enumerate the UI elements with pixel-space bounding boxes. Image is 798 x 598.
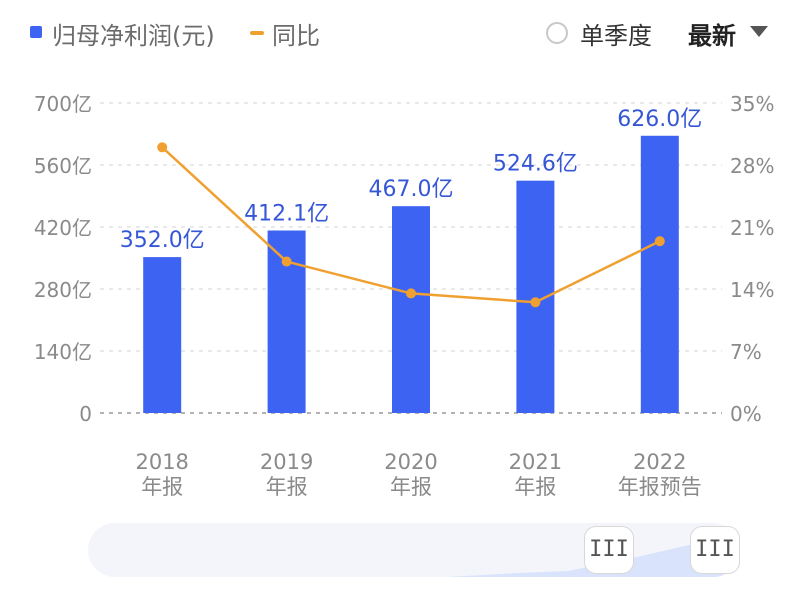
yoy-point <box>157 142 168 153</box>
legend-bar-label[interactable]: 归母净利润(元) <box>52 22 215 50</box>
x-tick-label: 2019 年报 <box>260 450 313 499</box>
chart-plot-area: 0 140亿 280亿 420亿 560亿 700亿 0% 7% 14% 21% 28% 35% 352… <box>34 92 775 499</box>
x-tick-label: 2021 年报 <box>509 450 562 499</box>
y-left-tick-label: 560亿 <box>34 154 92 178</box>
bar <box>392 206 430 413</box>
y-left-tick-label: 700亿 <box>34 92 92 116</box>
bar-value-label: 412.1亿 <box>244 201 329 226</box>
yoy-point <box>654 236 665 247</box>
period-toggle-label[interactable]: 单季度 <box>580 22 652 50</box>
chart-header: 归母净利润(元) 同比 单季度 最新 <box>0 0 798 70</box>
slider-left-handle[interactable]: III <box>584 526 634 574</box>
caret-down-icon[interactable] <box>750 26 768 37</box>
y-left-tick-label: 140亿 <box>34 340 92 364</box>
bar-value-label: 524.6亿 <box>493 152 578 177</box>
x-tick-label: 2022 年报预告 <box>618 450 702 499</box>
sort-dropdown[interactable]: 最新 <box>688 22 736 50</box>
yoy-point <box>530 297 541 308</box>
y-right-tick-label: 14% <box>730 278 774 302</box>
x-tick-label: 2018 年报 <box>135 450 188 499</box>
y-right-tick-label: 21% <box>730 216 774 240</box>
slider-right-handle[interactable]: III <box>690 526 740 574</box>
legend-line-swatch <box>250 31 264 35</box>
bar-value-label: 626.0亿 <box>617 107 702 132</box>
range-slider-track[interactable] <box>88 523 740 577</box>
slider-overview-area <box>88 533 740 577</box>
bar-value-label: 352.0亿 <box>120 228 205 253</box>
y-right-tick-label: 28% <box>730 154 774 178</box>
y-right-tick-label: 0% <box>730 402 762 426</box>
bar-value-label: 467.0亿 <box>369 177 454 202</box>
x-tick-label: 2020 年报 <box>384 450 437 499</box>
yoy-point <box>406 288 416 299</box>
y-right-tick-label: 35% <box>730 92 774 116</box>
yoy-point <box>281 256 292 267</box>
bar <box>143 257 182 413</box>
y-left-tick-label: 280亿 <box>34 278 92 302</box>
y-left-tick-label: 420亿 <box>34 216 92 240</box>
y-left-tick-label: 0 <box>79 402 92 426</box>
period-radio-button[interactable] <box>546 22 568 44</box>
bar <box>640 135 679 413</box>
legend-bar-swatch <box>30 26 42 38</box>
legend-line-label[interactable]: 同比 <box>272 22 320 50</box>
y-right-tick-label: 7% <box>730 340 762 364</box>
